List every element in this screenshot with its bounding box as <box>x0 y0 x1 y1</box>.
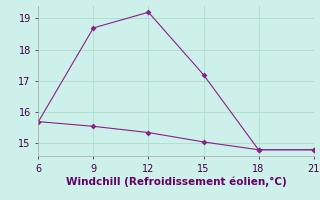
X-axis label: Windchill (Refroidissement éolien,°C): Windchill (Refroidissement éolien,°C) <box>66 176 286 187</box>
